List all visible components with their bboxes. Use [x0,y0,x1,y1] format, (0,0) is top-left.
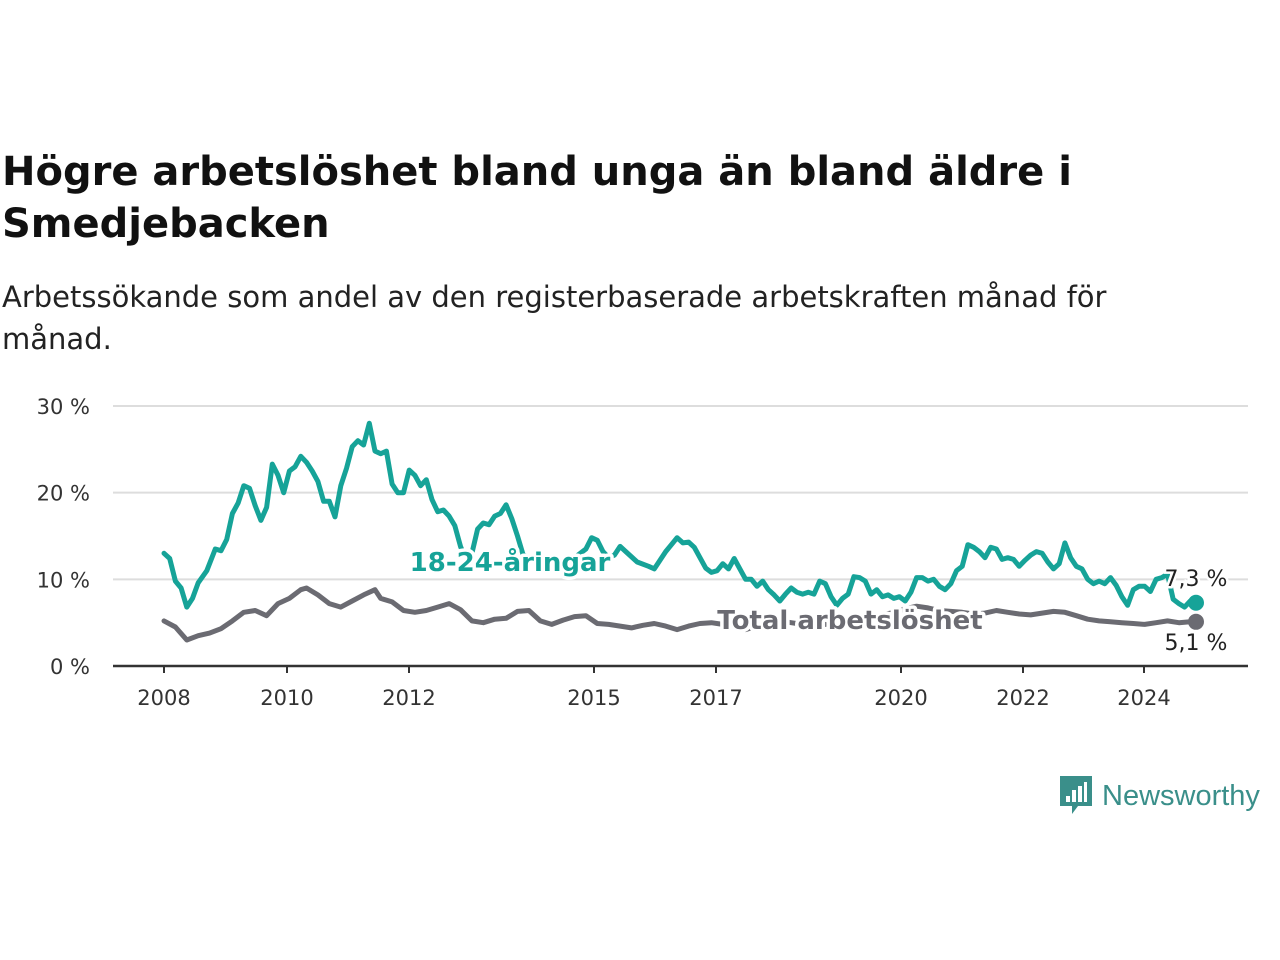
chart-title: Högre arbetslöshet bland unga än bland ä… [2,149,1072,247]
newsworthy-brand: Newsworthy [1058,774,1260,818]
y-tick-label: 30 % [37,395,90,419]
x-tick-label: 2020 [874,686,927,710]
x-tick-label: 2022 [996,686,1049,710]
end-point-total [1188,613,1204,630]
x-tick-label: 2012 [382,686,435,710]
series-line-total [161,585,1199,643]
series-line-youth [161,420,1199,610]
x-tick-label: 2015 [567,686,620,710]
brand-name: Newsworthy [1102,779,1260,812]
y-tick-label: 10 % [37,568,90,592]
end-point-youth [1188,594,1204,611]
series-lines [161,420,1204,643]
x-tick-label: 2010 [260,686,313,710]
series-labels: 18-24-åringar Total arbetslöshet 7,3 % 5,1 … [406,543,1230,659]
chart-subtitle: Arbetssökande som andel av den registerb… [2,280,1107,356]
y-tick-label: 0 % [50,655,90,679]
gridlines [113,405,1248,581]
end-value-label-total: 5,1 % [1165,631,1228,656]
series-label-total: Total arbetslöshet [717,606,982,636]
x-tick-label: 2017 [689,686,742,710]
series-label-youth: 18-24-åringar [410,546,611,578]
axes: 0 % 10 % 20 % 30 % 2008 2010 2012 2015 2017 2020 2… [37,395,1248,710]
x-tick-label: 2024 [1117,686,1170,710]
line-chart: 0 % 10 % 20 % 30 % 2008 2010 2012 2015 2017 2020 2… [37,395,1248,710]
x-tick-label: 2008 [137,686,190,710]
y-tick-label: 20 % [37,482,90,506]
bar-chart-logo-icon [1060,776,1092,814]
end-value-label-youth: 7,3 % [1165,567,1228,592]
